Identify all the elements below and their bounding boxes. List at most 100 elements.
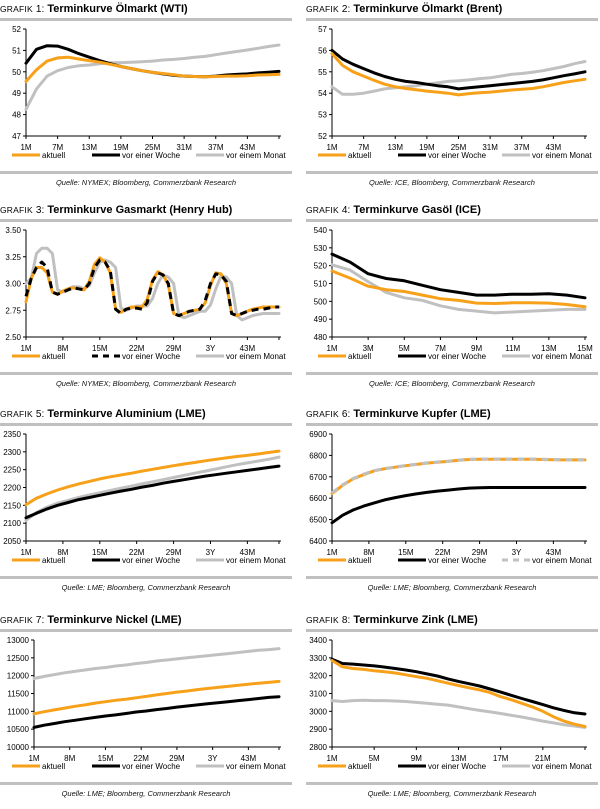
title-divider (306, 219, 598, 222)
y-tick-label: 2.75 (5, 306, 21, 315)
title-divider (306, 18, 598, 21)
chart-title-prefix: Grafik (306, 615, 339, 625)
x-tick-label: 15M (92, 344, 108, 353)
chart-source: Quelle: ICE, Bloomberg, Commerzbank Rese… (369, 178, 535, 187)
y-tick-label: 490 (314, 315, 328, 324)
x-tick-label: 3Y (512, 548, 522, 557)
legend-label: vor einer Woche (122, 762, 181, 771)
chart-title: Grafik 1: Terminkurve Ölmarkt (WTI) (0, 2, 292, 16)
x-tick-label: 43M (546, 143, 562, 152)
line-chart: 480 490 500 510 520 530 540 1M 3M 5M 7M 9M 11M 13M 15M… (314, 226, 593, 361)
legend-label: aktuell (42, 151, 65, 160)
y-tick-label: 12500 (7, 654, 30, 663)
legend-divider (0, 372, 292, 375)
x-tick-label: 43M (240, 143, 256, 152)
y-tick-label: 510 (314, 280, 328, 289)
y-tick-label: 3100 (309, 690, 327, 699)
chart-title-text: Terminkurve Gasmarkt (Henry Hub) (47, 204, 233, 216)
x-tick-label: 43M (241, 754, 257, 763)
x-tick-label: 8M (64, 754, 75, 763)
legend-divider (306, 171, 598, 174)
legend-label: aktuell (42, 762, 65, 771)
chart-number: 3: (35, 205, 45, 216)
y-tick-label: 6900 (309, 430, 327, 439)
y-tick-label: 11000 (7, 707, 29, 716)
legend-label: aktuell (348, 556, 371, 565)
x-tick-label: 11M (505, 344, 520, 353)
chart-title-text: Terminkurve Zink (LME) (353, 614, 478, 626)
line-chart: 2.50 2.75 3.00 3.25 3.50 1M 8M 15M 22M 29M 3Y 43M ak… (5, 226, 286, 361)
series-line-aktuell (32, 679, 281, 716)
y-tick-label: 2900 (309, 725, 327, 734)
y-tick-label: 520 (314, 262, 328, 271)
chart-number: 2: (341, 4, 351, 15)
x-tick-label: 22M (133, 754, 149, 763)
legend-label: aktuell (348, 352, 371, 361)
x-tick-label: 15M (577, 344, 593, 353)
legend-label: vor einer Woche (428, 762, 487, 771)
x-tick-label: 13M (387, 143, 403, 152)
y-tick-label: 530 (314, 244, 328, 253)
x-tick-label: 5M (399, 344, 410, 353)
chart-title-text: Terminkurve Ölmarkt (WTI) (47, 3, 188, 15)
y-tick-label: 49 (12, 89, 21, 98)
y-tick-label: 2350 (3, 430, 21, 439)
chart-panel-1: Grafik 1: Terminkurve Ölmarkt (WTI) 47 48 4… (0, 2, 292, 187)
x-tick-label: 29M (166, 344, 182, 353)
chart-source: Quelle: LME; Bloomberg, Commerzbank Rese… (367, 583, 537, 592)
series-line-vor-einer-woche (330, 252, 587, 300)
legend-label: vor einem Monat (532, 556, 592, 565)
line-chart: 52 53 54 55 56 57 1M 7M 13M 19M 25M 31M 37M 43M aktuel… (318, 25, 592, 160)
chart-panel-2: Grafik 2: Terminkurve Ölmarkt (Brent) 52 5… (306, 2, 598, 187)
title-divider (0, 219, 292, 222)
chart-title-text: Terminkurve Kupfer (LME) (353, 408, 491, 420)
legend-label: vor einer Woche (428, 556, 487, 565)
x-tick-label: 9M (471, 344, 482, 353)
legend-label: aktuell (42, 556, 65, 565)
x-tick-label: 1M (20, 344, 31, 353)
y-tick-label: 3.00 (5, 280, 21, 289)
title-divider (0, 18, 292, 21)
title-divider (306, 629, 598, 632)
x-tick-label: 37M (208, 143, 224, 152)
chart-panel-6: Grafik 6: Terminkurve Kupfer (LME) 6400 65… (306, 407, 598, 592)
x-tick-label: 3M (363, 344, 374, 353)
legend-label: vor einem Monat (532, 352, 592, 361)
legend-label: vor einer Woche (428, 352, 487, 361)
series-line-vor-einer-woche (24, 258, 279, 318)
x-tick-label: 15M (398, 548, 414, 557)
y-tick-label: 2800 (309, 743, 327, 752)
x-tick-label: 21M (535, 754, 551, 763)
x-tick-label: 15M (98, 754, 114, 763)
chart-source: Quelle: LME; Bloomberg, Commerzbank Rese… (61, 583, 231, 592)
chart-panel-8: Grafik 8: Terminkurve Zink (LME) 2800 2900… (306, 613, 598, 798)
y-tick-label: 6800 (309, 451, 327, 460)
y-tick-label: 52 (318, 132, 327, 141)
x-tick-label: 43M (546, 548, 562, 557)
x-tick-label: 7M (52, 143, 63, 152)
x-tick-label: 17M (493, 754, 509, 763)
x-tick-label: 22M (129, 548, 145, 557)
x-tick-label: 22M (129, 344, 145, 353)
legend-label: vor einem Monat (226, 762, 286, 771)
x-tick-label: 13M (541, 344, 557, 353)
x-tick-label: 37M (514, 143, 530, 152)
legend-divider (0, 576, 292, 579)
y-tick-label: 500 (314, 297, 328, 306)
series-line-aktuell (330, 269, 587, 309)
y-tick-label: 6400 (309, 537, 327, 546)
x-tick-label: 7M (358, 143, 369, 152)
series-line-vor-einem-monat (24, 43, 281, 111)
legend-label: vor einer Woche (122, 352, 181, 361)
chart-title: Grafik 4: Terminkurve Gasöl (ICE) (306, 203, 598, 217)
chart-title-prefix: Grafik (0, 4, 33, 14)
x-tick-label: 13M (451, 754, 467, 763)
x-tick-label: 1M (326, 143, 337, 152)
chart-title: Grafik 3: Terminkurve Gasmarkt (Henry Hu… (0, 203, 292, 217)
chart-title-prefix: Grafik (0, 409, 33, 419)
y-tick-label: 48 (12, 111, 21, 120)
line-chart: 47 48 49 50 51 52 1M 7M 13M 19M 25M 31M 37M 43M aktuel… (12, 25, 286, 160)
series-line-aktuell (330, 659, 587, 728)
chart-title-text: Terminkurve Aluminium (LME) (47, 408, 206, 420)
y-tick-label: 6700 (309, 473, 327, 482)
